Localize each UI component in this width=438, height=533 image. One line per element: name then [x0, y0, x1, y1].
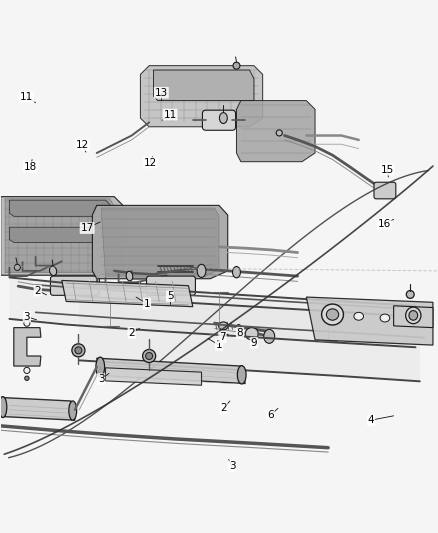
Ellipse shape: [0, 397, 7, 417]
Polygon shape: [1, 398, 75, 420]
Text: 12: 12: [143, 158, 157, 167]
Ellipse shape: [143, 350, 155, 362]
Ellipse shape: [219, 322, 228, 330]
Polygon shape: [153, 70, 254, 101]
Ellipse shape: [406, 290, 414, 298]
Text: 4: 4: [367, 415, 374, 425]
Ellipse shape: [237, 325, 241, 329]
Ellipse shape: [24, 367, 30, 374]
Polygon shape: [92, 205, 228, 279]
Ellipse shape: [409, 311, 418, 320]
Ellipse shape: [406, 316, 416, 324]
Ellipse shape: [354, 312, 364, 320]
Polygon shape: [10, 200, 110, 216]
Ellipse shape: [237, 366, 246, 384]
Ellipse shape: [96, 357, 105, 377]
Text: 7: 7: [219, 332, 226, 342]
Ellipse shape: [321, 304, 343, 325]
Polygon shape: [62, 280, 193, 306]
Polygon shape: [10, 227, 110, 243]
Text: 8: 8: [237, 328, 243, 338]
Ellipse shape: [197, 264, 206, 277]
Text: 11: 11: [20, 92, 34, 102]
Polygon shape: [97, 358, 245, 384]
Text: 2: 2: [220, 403, 227, 414]
Text: 5: 5: [167, 291, 173, 301]
Text: 18: 18: [24, 162, 37, 172]
Polygon shape: [1, 197, 123, 275]
Text: 3: 3: [98, 374, 104, 384]
Ellipse shape: [25, 376, 29, 381]
Polygon shape: [306, 297, 433, 345]
Ellipse shape: [326, 309, 339, 320]
Text: 2: 2: [35, 286, 41, 295]
Text: 1: 1: [215, 340, 223, 350]
Polygon shape: [394, 306, 433, 328]
Text: 11: 11: [163, 110, 177, 119]
Polygon shape: [79, 296, 420, 381]
Ellipse shape: [276, 130, 283, 136]
Ellipse shape: [146, 352, 152, 359]
Ellipse shape: [406, 307, 421, 324]
Ellipse shape: [233, 266, 240, 278]
Ellipse shape: [24, 320, 30, 326]
Text: 6: 6: [267, 410, 274, 420]
Ellipse shape: [14, 264, 20, 270]
Ellipse shape: [219, 112, 227, 124]
Text: 1: 1: [144, 298, 150, 309]
Text: 2: 2: [128, 328, 135, 338]
Ellipse shape: [49, 266, 57, 276]
Polygon shape: [237, 101, 315, 161]
Ellipse shape: [233, 62, 240, 69]
Polygon shape: [106, 368, 201, 385]
Text: 9: 9: [251, 338, 257, 348]
Polygon shape: [141, 66, 263, 127]
Polygon shape: [14, 328, 41, 366]
Ellipse shape: [380, 314, 390, 322]
Text: 15: 15: [381, 165, 394, 175]
Text: 16: 16: [378, 219, 391, 229]
Polygon shape: [10, 277, 416, 348]
FancyBboxPatch shape: [147, 276, 195, 295]
Text: 3: 3: [229, 462, 235, 472]
Ellipse shape: [69, 401, 77, 420]
Text: 12: 12: [76, 140, 89, 150]
Ellipse shape: [75, 347, 82, 354]
FancyBboxPatch shape: [374, 182, 396, 199]
Text: 13: 13: [155, 88, 168, 98]
FancyBboxPatch shape: [50, 276, 99, 295]
FancyBboxPatch shape: [202, 110, 236, 130]
Ellipse shape: [264, 329, 275, 343]
Text: 3: 3: [24, 312, 30, 322]
Ellipse shape: [328, 311, 337, 318]
Ellipse shape: [245, 328, 258, 340]
Text: 17: 17: [81, 223, 94, 233]
Polygon shape: [5, 199, 114, 272]
Ellipse shape: [72, 344, 85, 357]
Ellipse shape: [126, 271, 133, 281]
Polygon shape: [101, 208, 219, 276]
